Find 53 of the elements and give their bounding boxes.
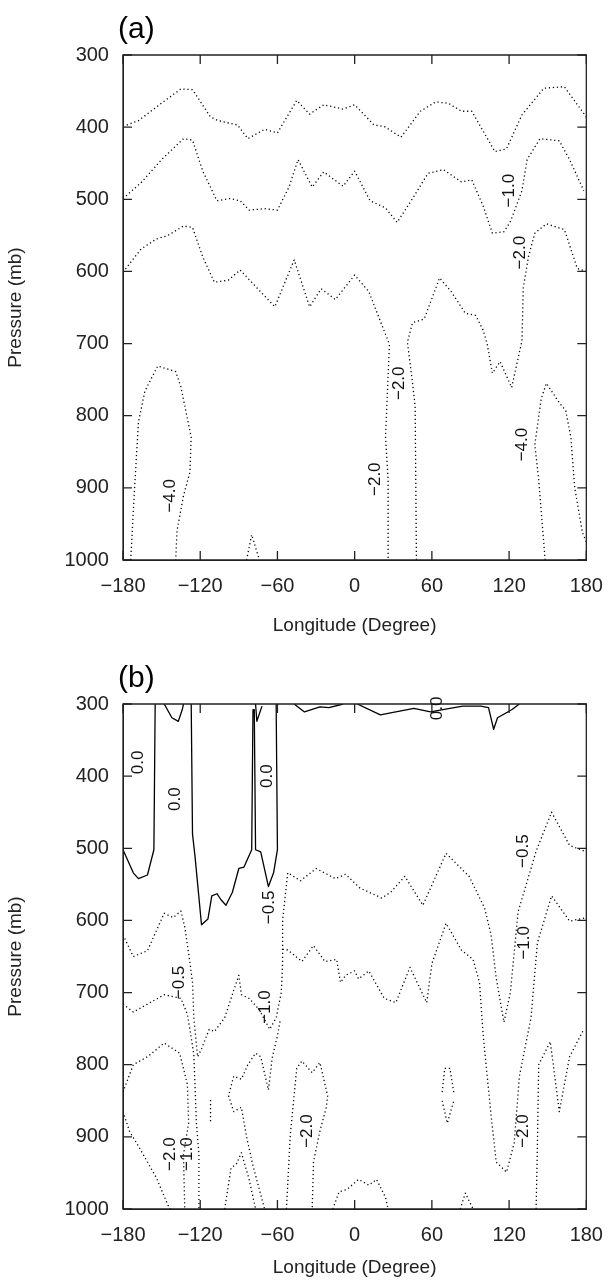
- chart-title: (b): [118, 660, 155, 694]
- y-tick-label: 300: [75, 691, 109, 714]
- annotation: −2.0: [510, 235, 530, 270]
- x-axis-title: Longitude (Degree): [272, 613, 437, 635]
- annotation: 0.0: [128, 750, 147, 775]
- annotation: −1.0: [514, 926, 534, 960]
- x-tick-label: 180: [569, 1222, 603, 1245]
- y-tick-label: 400: [75, 114, 109, 137]
- y-tick-label: 400: [75, 763, 109, 786]
- x-tick-label: −60: [260, 573, 295, 596]
- annotation: −1.0: [498, 173, 518, 208]
- annotation: −0.5: [259, 890, 279, 925]
- y-axis-title: Pressure (mb): [3, 247, 25, 368]
- x-tick-label: 60: [420, 1222, 443, 1245]
- annotation: −2.0: [364, 462, 384, 496]
- x-axis-title: Longitude (Degree): [272, 1255, 437, 1277]
- annotation: −2.0: [389, 366, 409, 401]
- x-tick-label: 120: [492, 1222, 526, 1245]
- y-tick-label: 500: [75, 835, 109, 858]
- x-tick-label: 0: [349, 1222, 361, 1245]
- y-tick-label: 800: [75, 403, 109, 426]
- annotation: −4.0: [160, 479, 180, 513]
- annotation: −2.0: [512, 1114, 532, 1148]
- x-tick-label: −180: [100, 573, 146, 596]
- y-tick-label: 700: [75, 331, 109, 354]
- y-tick-label: 1000: [64, 547, 109, 570]
- annotation: −2.0: [296, 1114, 316, 1148]
- annotation: 0.0: [165, 787, 185, 812]
- x-tick-label: 180: [569, 573, 603, 596]
- x-tick-label: 120: [492, 573, 526, 596]
- x-tick-label: −60: [260, 1222, 295, 1245]
- y-tick-label: 900: [75, 475, 109, 498]
- annotation: 0.0: [256, 764, 276, 788]
- chart-title: (a): [118, 11, 155, 45]
- x-tick-label: −120: [177, 573, 223, 596]
- annotation: −1.0: [255, 990, 275, 1024]
- y-tick-label: 700: [75, 980, 109, 1003]
- x-tick-label: −120: [177, 1222, 223, 1245]
- y-tick-label: 600: [75, 258, 109, 281]
- annotation: −0.5: [169, 965, 189, 1000]
- annotation: 0.0: [426, 696, 446, 721]
- annotation: −0.5: [512, 834, 532, 868]
- y-tick-label: 600: [75, 907, 109, 930]
- y-tick-label: 800: [75, 1052, 109, 1075]
- x-tick-label: 60: [420, 573, 443, 596]
- y-axis-title: Pressure (mb): [3, 896, 25, 1017]
- x-tick-label: 0: [349, 573, 361, 596]
- annotation: −4.0: [511, 427, 531, 462]
- y-tick-label: 900: [75, 1124, 109, 1147]
- y-tick-label: 300: [75, 42, 109, 65]
- x-tick-label: −180: [100, 1222, 146, 1245]
- y-tick-label: 1000: [64, 1196, 109, 1219]
- y-tick-label: 500: [75, 186, 109, 209]
